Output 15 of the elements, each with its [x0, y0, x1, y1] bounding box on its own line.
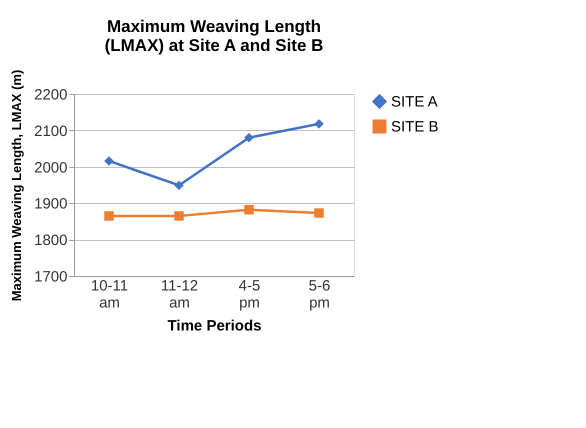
y-tick-label: 2200 [34, 86, 68, 104]
y-tick-label: 1900 [34, 196, 68, 213]
y-tick-label: 2000 [34, 159, 68, 176]
x-tick-label: 5-6 pm [308, 278, 330, 312]
legend-label: SITE B [391, 118, 439, 136]
y-tick-label: 1800 [34, 232, 68, 250]
x-tick-label: 11-12 am [160, 278, 198, 312]
x-tick-label: 10-11 am [90, 278, 128, 312]
y-tick-label: 1700 [34, 268, 68, 286]
x-tick-label: 4-5 pm [238, 278, 260, 312]
y-tick-label: 2100 [34, 122, 68, 140]
chart-title: Maximum Weaving Length (LMAX) at Site A and Site B [104, 17, 324, 56]
y-axis-title: Maximum Weaving Length, LMAX (m) [9, 70, 24, 302]
x-axis-title: Time Periods [168, 318, 262, 334]
legend-label: SITE A [391, 94, 438, 110]
